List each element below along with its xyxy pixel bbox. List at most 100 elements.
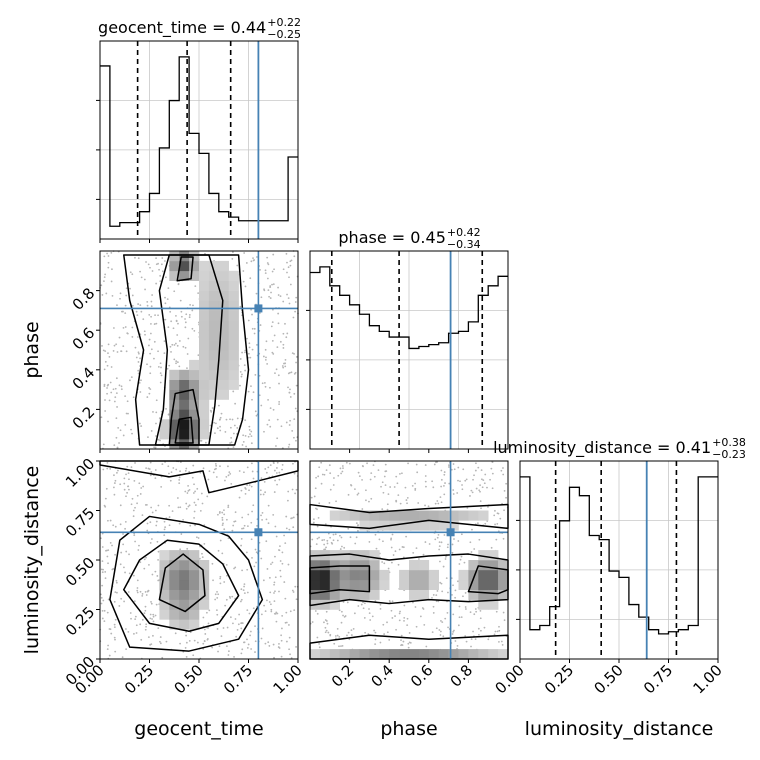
contour-line [123,539,240,633]
sample-point [255,414,258,417]
sample-point [103,385,106,387]
sample-point [178,479,181,481]
density-cell [478,589,489,600]
density-cell [159,560,170,571]
sample-point [236,264,239,267]
sample-point [234,511,237,514]
density-cell [458,579,469,590]
sample-point [452,613,455,616]
sample-point [146,363,148,366]
sample-point [360,603,363,606]
density-cell [179,439,190,450]
sample-point [141,514,144,517]
sample-point [271,283,273,286]
sample-point [349,536,352,539]
sample-point [128,478,130,481]
sample-point [100,568,103,571]
sample-point [233,567,235,570]
sample-point [174,342,177,345]
sample-point [250,385,252,388]
sample-point [408,632,411,634]
sample-point [462,468,465,471]
sample-point [184,647,187,649]
sample-point [140,487,143,489]
density-cell [349,579,360,590]
sample-point [266,277,269,280]
sample-point [230,436,233,439]
sample-point [123,477,126,480]
sample-point [336,539,339,542]
sample-point [203,542,206,545]
sample-point [323,621,325,624]
density-cell [349,560,360,571]
sample-point [403,619,405,622]
sample-point [377,469,380,471]
density-cell [329,589,340,600]
sample-point [405,535,408,538]
sample-point [387,567,390,570]
sample-point [315,543,318,545]
sample-point [295,296,298,299]
sample-point [241,569,244,572]
sample-point [149,365,152,368]
sample-point [275,535,278,538]
sample-point [139,590,142,593]
sample-point [390,538,392,541]
sample-point [383,475,386,478]
sample-point [202,616,205,619]
sample-point [350,629,353,632]
sample-point [218,512,221,514]
sample-point [282,343,285,346]
sample-point [469,495,471,497]
sample-point [135,632,138,634]
density-cell [448,520,459,531]
sample-point [115,436,118,439]
sample-point [280,655,283,658]
sample-point [275,472,278,474]
sample-point [197,354,200,357]
sample-point [178,365,181,368]
density-cell [488,569,499,581]
sample-point [164,318,167,321]
density-cell [310,560,321,571]
sample-point [175,320,178,323]
sample-point [137,361,140,363]
sample-point [368,608,370,610]
sample-point [445,577,448,580]
sample-point [347,631,350,634]
sample-point [438,541,441,544]
sample-point [269,286,272,289]
sample-point [432,612,435,614]
sample-point [399,472,401,475]
sample-point [193,510,196,513]
sample-point [157,365,160,368]
hist-panel-phase: phase = 0.45 +0.42−0.34 [306,226,509,450]
sample-point [165,640,168,643]
sample-point [252,477,255,480]
density-cell [339,550,350,561]
sample-point [155,257,157,260]
sample-point [145,261,147,263]
sample-point [200,492,203,495]
sample-point [219,582,222,585]
sample-point [208,609,211,612]
sample-point [267,641,270,644]
sample-point [477,627,480,630]
sample-point [125,412,128,415]
sample-point [203,628,206,631]
sample-point [280,639,283,642]
sample-point [247,352,250,355]
sample-point [396,482,399,485]
sample-point [224,431,227,433]
sample-point [136,494,139,497]
sample-point [477,466,480,469]
sample-point [163,534,166,537]
sample-point [475,487,478,490]
sample-point [484,473,487,476]
sample-point [123,482,126,485]
sample-point [116,304,118,307]
sample-point [289,396,292,398]
density-cell [409,510,420,521]
sample-point [269,386,271,389]
sample-point [241,444,244,446]
